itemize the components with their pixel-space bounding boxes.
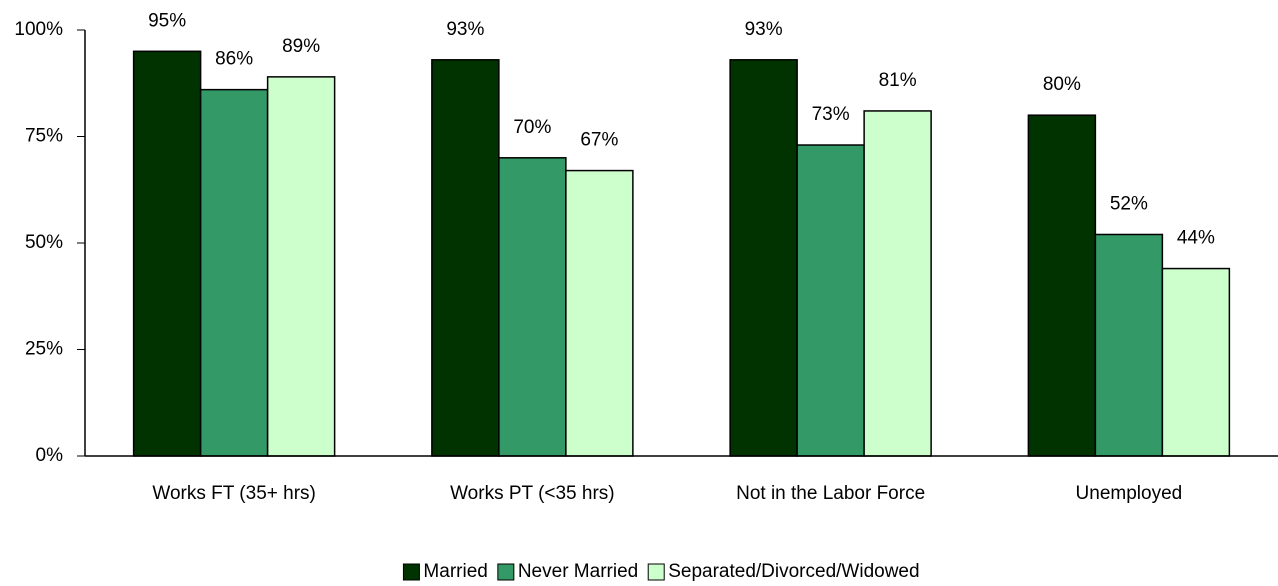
bar — [1094, 233, 1164, 457]
y-tick-label: 25% — [25, 339, 63, 360]
value-label: 93% — [745, 19, 783, 40]
bar — [1027, 114, 1097, 457]
value-label: 70% — [513, 117, 551, 138]
value-label: 73% — [812, 104, 850, 125]
x-tick-label: Works PT (<35 hrs) — [450, 483, 615, 504]
bar — [863, 110, 932, 457]
value-label: 93% — [446, 19, 484, 40]
bar — [796, 144, 865, 457]
legend-label: Married — [423, 561, 487, 582]
bar — [266, 76, 336, 457]
value-label: 67% — [580, 130, 618, 151]
legend-label: Never Married — [518, 561, 638, 582]
legend-swatch — [647, 563, 665, 581]
legend-swatch — [402, 563, 420, 581]
y-tick-label: 50% — [25, 232, 63, 253]
value-label: 86% — [215, 49, 253, 70]
value-label: 80% — [1043, 74, 1081, 95]
bar — [1161, 267, 1231, 457]
bar — [565, 169, 634, 457]
x-tick-label: Not in the Labor Force — [736, 483, 925, 504]
value-label: 81% — [879, 70, 917, 91]
x-tick-label: Unemployed — [1076, 483, 1183, 504]
legend: Married Never Married Separated/Divorced/W… — [402, 561, 920, 582]
legend-label: Separated/Divorced/Widowed — [668, 561, 919, 582]
y-tick-label: 100% — [14, 19, 63, 40]
bar — [132, 50, 202, 457]
value-label: 44% — [1177, 228, 1215, 249]
bar — [199, 88, 269, 457]
bar — [498, 157, 567, 457]
y-tick-label: 75% — [25, 126, 63, 147]
value-label: 95% — [148, 10, 186, 31]
value-label: 52% — [1110, 193, 1148, 214]
legend-swatch — [497, 563, 515, 581]
x-tick-label: Works FT (35+ hrs) — [152, 483, 315, 504]
value-label: 89% — [282, 36, 320, 57]
y-tick-label: 0% — [36, 445, 64, 466]
bar — [729, 59, 798, 457]
bar — [431, 59, 500, 457]
